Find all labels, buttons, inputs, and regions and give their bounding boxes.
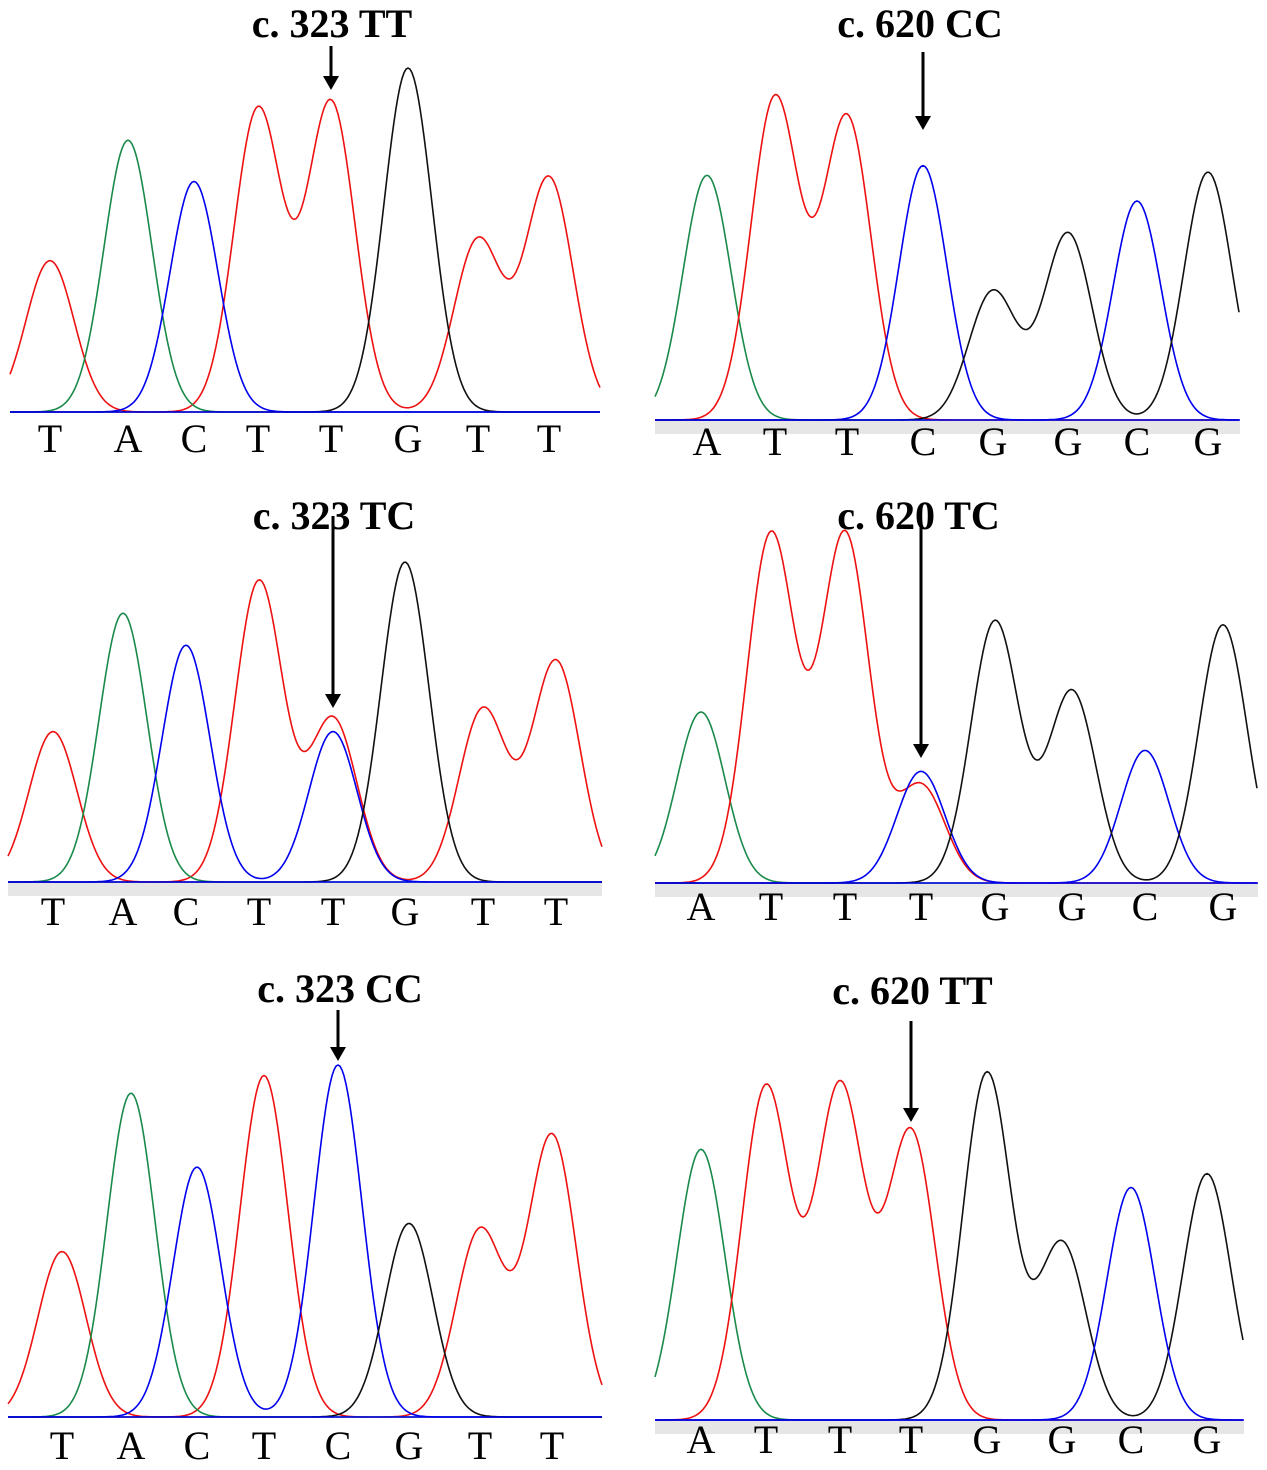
trace-T (655, 93, 1239, 421)
base-call-label: T (537, 416, 561, 461)
base-call-label: T (763, 419, 787, 464)
base-call-label: G (981, 884, 1010, 929)
trace-T (655, 529, 1257, 884)
trace-T (655, 1079, 1243, 1421)
baseline-band (655, 1420, 1244, 1434)
base-call-label: T (754, 1417, 778, 1462)
trace-C (655, 1186, 1243, 1421)
base-call-label: T (50, 1423, 74, 1468)
trace-G (8, 561, 602, 883)
base-call-label: G (1058, 884, 1087, 929)
trace-A (10, 139, 600, 413)
base-call-label: A (109, 889, 138, 934)
base-call-label: T (252, 1423, 276, 1468)
base-call-label: G (1054, 419, 1083, 464)
panel-title: c. 323 TT (251, 1, 413, 46)
trace-C (8, 1064, 602, 1418)
trace-G (655, 1070, 1244, 1421)
base-call-label: G (394, 416, 423, 461)
base-call-label: T (544, 889, 568, 934)
base-call-label: G (1194, 419, 1223, 464)
base-call-label: G (979, 419, 1008, 464)
panel-title: c. 620 TT (832, 968, 993, 1013)
trace-C (8, 644, 602, 883)
base-call-label: G (1193, 1417, 1222, 1462)
base-call-label: T (759, 884, 783, 929)
base-call-label: G (1048, 1417, 1077, 1462)
base-call-label: C (1118, 1417, 1145, 1462)
base-call-label: T (899, 1417, 923, 1462)
base-call-label: T (471, 889, 495, 934)
panel-title: c. 620 TC (837, 493, 1000, 538)
trace-T (9, 98, 601, 413)
base-call-label: G (973, 1417, 1002, 1462)
panel-title: c. 620 CC (837, 1, 1003, 46)
base-call-label: G (395, 1423, 424, 1468)
base-call-label: T (38, 416, 62, 461)
baseline-band (655, 883, 1258, 897)
base-call-label: A (687, 1417, 716, 1462)
arrow-head (325, 694, 341, 708)
base-call-label: T (540, 1423, 564, 1468)
trace-G (10, 67, 600, 413)
base-call-label: T (466, 416, 490, 461)
base-call-label: C (910, 419, 937, 464)
base-call-label: C (1132, 884, 1159, 929)
trace-A (8, 1092, 602, 1418)
arrow-head (330, 1047, 346, 1061)
baseline-band (655, 420, 1240, 434)
base-call-label: A (687, 884, 716, 929)
trace-A (654, 174, 1239, 421)
trace-A (8, 612, 602, 883)
base-call-label: A (114, 416, 143, 461)
base-call-label: C (325, 1423, 352, 1468)
base-call-label: A (693, 419, 722, 464)
base-call-label: C (1124, 419, 1151, 464)
baseline-band (8, 882, 602, 896)
base-call-label: T (468, 1423, 492, 1468)
arrow-head (323, 76, 339, 90)
base-call-label: T (909, 884, 933, 929)
trace-T (7, 579, 603, 883)
base-call-label: C (173, 889, 200, 934)
base-call-label: C (184, 1423, 211, 1468)
base-call-label: T (246, 416, 270, 461)
base-call-label: G (1209, 884, 1238, 929)
base-call-label: G (391, 889, 420, 934)
base-call-label: T (833, 884, 857, 929)
arrow-head (913, 744, 929, 758)
base-call-label: T (41, 889, 65, 934)
trace-G (8, 1222, 602, 1418)
base-call-label: T (321, 889, 345, 934)
base-call-label: C (181, 416, 208, 461)
trace-T (7, 1074, 603, 1418)
base-call-label: A (117, 1423, 146, 1468)
base-call-label: T (835, 419, 859, 464)
panel-title: c. 323 CC (257, 966, 423, 1011)
trace-C (10, 180, 600, 413)
arrow-head (915, 116, 931, 130)
base-call-label: T (828, 1417, 852, 1462)
arrow-head (903, 1108, 919, 1122)
base-call-label: T (247, 889, 271, 934)
trace-A (654, 1148, 1243, 1421)
base-call-label: T (319, 416, 343, 461)
